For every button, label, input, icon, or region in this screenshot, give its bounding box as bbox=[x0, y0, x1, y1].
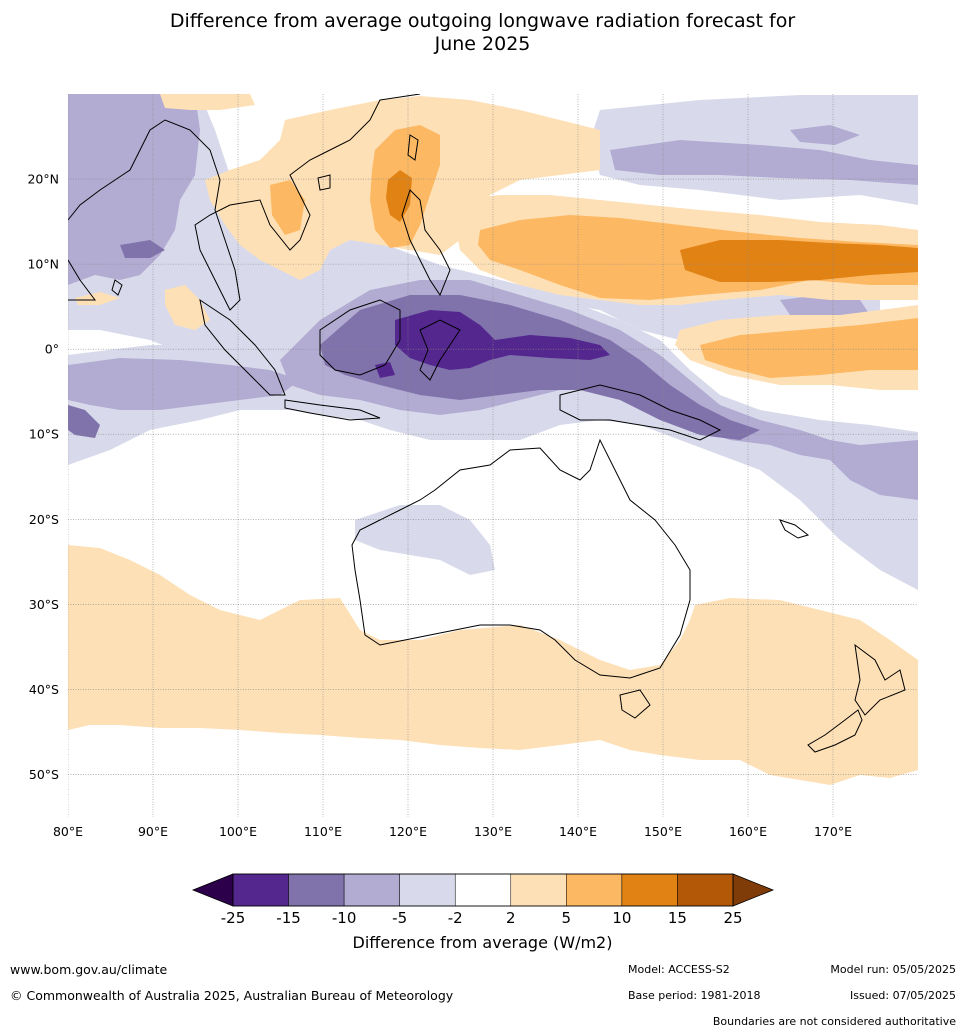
colorbar: -25 -15 -10 -5 -2 2 5 10 15 25 bbox=[191, 873, 775, 927]
coastlines bbox=[68, 94, 906, 753]
anomaly-region-moderate-positive-equatorial bbox=[700, 318, 918, 378]
coastline-sulawesi bbox=[419, 319, 461, 381]
latitude-tick-label: 10°S bbox=[29, 427, 59, 442]
coastline-hainan bbox=[317, 174, 331, 191]
title-line-2: June 2025 bbox=[434, 33, 531, 55]
colorbar-tick-label: -10 bbox=[332, 909, 357, 927]
coastline-sumatra bbox=[199, 298, 286, 396]
longitude-tick-label: 80°E bbox=[53, 824, 83, 839]
anomaly-region-strong-negative-west bbox=[68, 405, 100, 438]
colorbar-tick-label: 2 bbox=[506, 909, 516, 927]
colorbar-tick-label: 10 bbox=[612, 909, 631, 927]
colorbar-swatch bbox=[343, 873, 400, 907]
anomaly-region-weak-negative-australia bbox=[355, 505, 495, 575]
coastline-australia bbox=[351, 438, 691, 679]
longitude-tick-label: 120°E bbox=[389, 824, 427, 839]
longitude-tick-label: 90°E bbox=[138, 824, 168, 839]
anomaly-region-very-strong-negative-south bbox=[375, 362, 395, 378]
coastline-new-guinea bbox=[559, 384, 722, 441]
coastline-new-caledonia bbox=[779, 519, 810, 539]
longitude-tick-label: 150°E bbox=[644, 824, 682, 839]
disclaimer-text: Boundaries are not considered authoritat… bbox=[712, 1015, 956, 1028]
issued-text: Issued: 07/05/2025 bbox=[849, 989, 956, 1002]
latitude-tick-label: 10°N bbox=[27, 257, 59, 272]
graticule bbox=[68, 94, 918, 817]
anomaly-region-moderate-negative-west bbox=[68, 358, 300, 410]
anomaly-region-moderate-positive-indochina bbox=[270, 180, 305, 235]
anomaly-region-strong-positive bbox=[680, 240, 918, 282]
model-run-text: Model run: 05/05/2025 bbox=[830, 963, 956, 976]
latitude-tick-label: 40°S bbox=[29, 682, 59, 697]
longitude-tick-label: 160°E bbox=[729, 824, 767, 839]
anomaly-region-strong-positive-sea bbox=[386, 170, 412, 222]
coastline-borneo bbox=[319, 299, 401, 376]
coastline-new-zealand-north bbox=[854, 643, 906, 716]
colorbar-tick-label: 15 bbox=[668, 909, 687, 927]
anomaly-region-strong-negative-india bbox=[120, 240, 165, 258]
latitude-tick-label: 50°S bbox=[29, 767, 59, 782]
model-text: Model: ACCESS-S2 bbox=[628, 963, 730, 976]
base-period-text: Base period: 1981-2018 bbox=[628, 989, 761, 1002]
colorbar-swatch bbox=[454, 873, 512, 907]
website-link[interactable]: www.bom.gov.au/climate bbox=[10, 962, 168, 977]
anomaly-region-moderate-negative-pacific bbox=[780, 295, 870, 320]
colorbar-label: Difference from average (W/m2) bbox=[352, 933, 613, 952]
colorbar-swatch bbox=[399, 873, 456, 907]
colorbar-swatch bbox=[566, 873, 623, 907]
coastline-taiwan bbox=[407, 134, 419, 161]
coastline-tasmania bbox=[619, 689, 651, 719]
coastline-new-zealand-south bbox=[807, 709, 863, 753]
anomaly-region-moderate-negative-pacific-north bbox=[610, 140, 918, 185]
coastline-india bbox=[68, 259, 96, 301]
colorbar-tick-label: -15 bbox=[276, 909, 301, 927]
colorbar-border bbox=[232, 873, 734, 907]
colorbar-swatch bbox=[621, 873, 678, 907]
anomaly-region-weak-positive-west bbox=[165, 285, 210, 330]
colorbar-tick-label: -5 bbox=[392, 909, 407, 927]
anomaly-region-weak-negative-north bbox=[68, 94, 880, 360]
colorbar-tick-label: 5 bbox=[562, 909, 572, 927]
colorbar-tick-label: -2 bbox=[448, 909, 463, 927]
title-line-1: Difference from average outgoing longwav… bbox=[169, 10, 796, 32]
chart-title: Difference from average outgoing longwav… bbox=[0, 10, 965, 56]
colorbar-swatch bbox=[510, 873, 567, 907]
coastline-philippines bbox=[401, 189, 451, 297]
latitude-tick-label: 20°N bbox=[27, 172, 59, 187]
colorbar-under-extension bbox=[191, 873, 234, 907]
latitude-tick-label: 20°S bbox=[29, 512, 59, 527]
colorbar-swatch bbox=[288, 873, 345, 907]
coastline-mainland-asia bbox=[68, 94, 421, 311]
anomaly-region-weak-positive-west-small bbox=[75, 292, 120, 305]
colorbar-tick-label: 25 bbox=[723, 909, 742, 927]
longitude-tick-label: 140°E bbox=[559, 824, 597, 839]
longitude-tick-label: 170°E bbox=[814, 824, 852, 839]
longitude-tick-label: 130°E bbox=[474, 824, 512, 839]
colorbar-over-extension bbox=[732, 873, 775, 907]
colorbar-swatch bbox=[232, 873, 289, 907]
latitude-tick-label: 0° bbox=[45, 342, 59, 357]
coastline-java bbox=[284, 399, 381, 421]
anomaly-region-moderate-negative-india bbox=[68, 94, 200, 285]
anomaly-region-moderate-negative-northeast bbox=[790, 125, 860, 145]
latitude-labels: 20°N 10°N 0° 10°S 20°S 30°S 40°S 50°S bbox=[27, 172, 59, 782]
copyright-text: © Commonwealth of Australia 2025, Austra… bbox=[10, 988, 454, 1003]
colorbar-tick-label: -25 bbox=[221, 909, 246, 927]
coastline-sri-lanka bbox=[111, 279, 123, 296]
longitude-tick-label: 100°E bbox=[219, 824, 257, 839]
colorbar-swatch bbox=[677, 873, 734, 907]
anomaly-region-very-strong-negative bbox=[395, 310, 610, 370]
longitude-tick-label: 110°E bbox=[304, 824, 342, 839]
latitude-tick-label: 30°S bbox=[29, 597, 59, 612]
anomaly-region-weak-positive-north bbox=[160, 94, 255, 110]
longitude-labels: 80°E 90°E 100°E 110°E 120°E 130°E 140°E 150°E 16… bbox=[53, 824, 852, 839]
